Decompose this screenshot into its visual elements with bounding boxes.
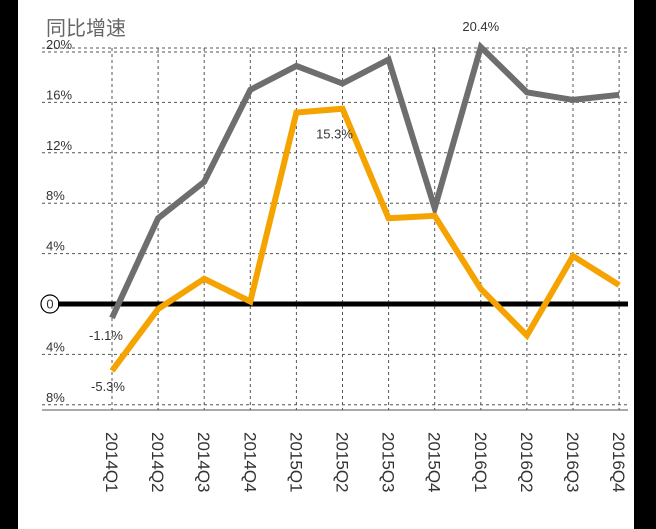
x-tick-label: 2016Q2 [517,432,536,493]
y-tick-label: 16% [46,87,72,102]
data-label: 20.4% [462,19,499,34]
y-tick-label: 20% [46,37,72,52]
y-tick-label: 8% [46,188,65,203]
x-tick-label: 2015Q2 [333,432,352,493]
data-label: 15.3% [316,127,353,142]
data-label: -1.1% [89,328,123,343]
x-tick-label: 2014Q3 [194,432,213,493]
y-axis-ticks: 20% 16% 12% 8% 4% 0 4% 8% [40,37,72,405]
x-tick-label: 2015Q4 [425,432,444,493]
data-label: -5.3% [91,379,125,394]
x-tick-label: 2014Q2 [148,432,167,493]
series-lines [109,41,621,373]
x-tick-label: 2015Q3 [379,432,398,493]
x-tick-label: 2014Q1 [102,432,121,493]
chart-panel [18,0,634,529]
x-tick-label: 2014Q4 [240,432,259,493]
x-tick-label: 2016Q1 [471,432,490,493]
series-line-0 [109,41,620,320]
y-tick-label: 4% [46,339,65,354]
series-line-1 [109,105,621,373]
y-tick-label: 4% [46,239,65,254]
grid-lines [42,47,628,411]
x-tick-label: 2016Q3 [563,432,582,493]
y-tick-label: 12% [46,138,72,153]
x-tick-label: 2015Q1 [286,432,305,493]
chart-title: 同比增速 [46,16,126,40]
y-tick-label: 8% [46,390,65,405]
x-tick-label: 2016Q4 [609,432,628,493]
data-labels: -1.1% -5.3% 15.3% 20.4% [89,19,500,394]
y-tick-label: 0 [46,297,53,312]
x-axis-ticks: 2014Q1 2014Q2 2014Q3 2014Q4 2015Q1 2015Q2 2015… [102,432,628,493]
